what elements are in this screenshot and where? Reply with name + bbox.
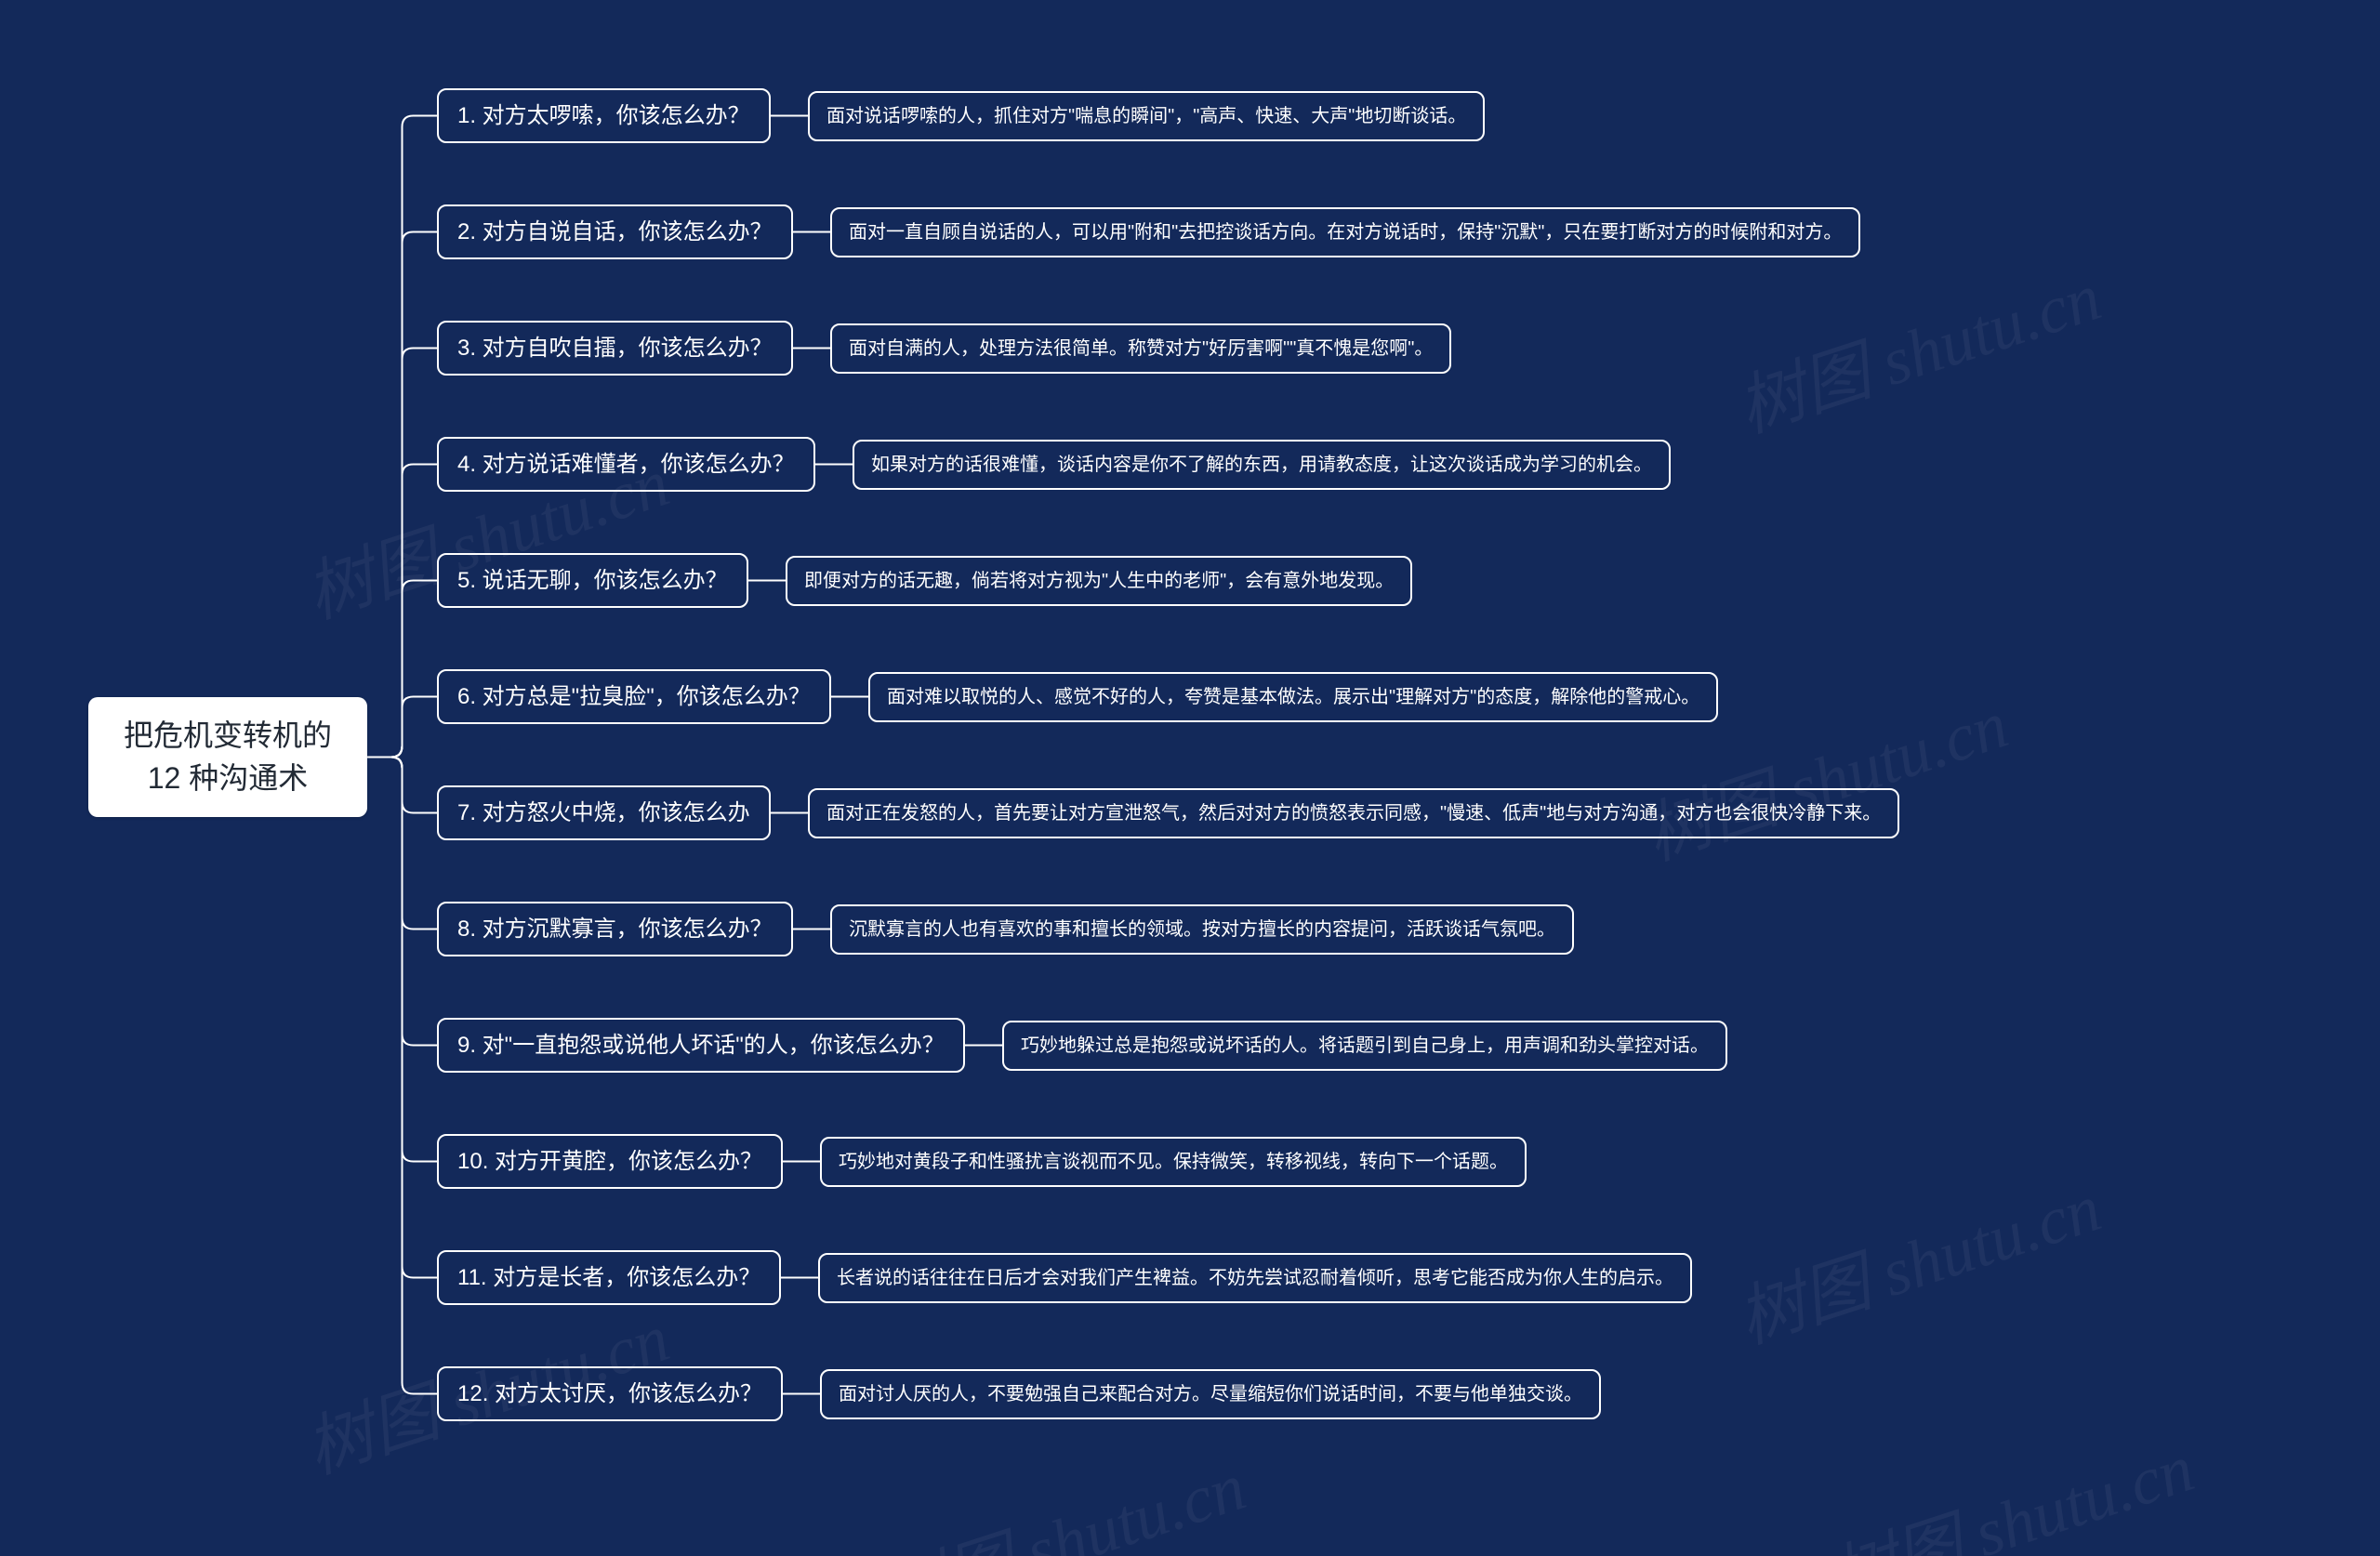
root-node: 把危机变转机的 12 种沟通术 bbox=[88, 697, 367, 817]
watermark-2: 树图 shutu.cn bbox=[1724, 242, 2111, 451]
branch-node-10: 10. 对方开黄腔，你该怎么办？ bbox=[437, 1134, 783, 1189]
connector-root-branch-4 bbox=[367, 465, 437, 758]
leaf-node-6: 面对难以取悦的人、感觉不好的人，夸赞是基本做法。展示出"理解对方"的态度，解除他… bbox=[868, 672, 1718, 722]
leaf-node-12: 面对讨人厌的人，不要勉强自己来配合对方。尽量缩短你们说话时间，不要与他单独交谈。 bbox=[820, 1369, 1601, 1419]
branch-node-5: 5. 说话无聊，你该怎么办？ bbox=[437, 553, 748, 608]
leaf-node-9: 巧妙地躲过总是抱怨或说坏话的人。将话题引到自己身上，用声调和劲头掌控对话。 bbox=[1002, 1021, 1727, 1071]
branch-node-2: 2. 对方自说自话，你该怎么办？ bbox=[437, 204, 793, 259]
connector-root-branch-5 bbox=[367, 581, 437, 758]
watermark-7: 树图 shutu.cn bbox=[1817, 1413, 2204, 1556]
connector-root-branch-9 bbox=[367, 758, 437, 1046]
branch-node-3: 3. 对方自吹自擂，你该怎么办？ bbox=[437, 321, 793, 376]
watermark-5: 树图 shutu.cn bbox=[868, 1431, 1256, 1556]
branch-node-12: 12. 对方太讨厌，你该怎么办？ bbox=[437, 1366, 783, 1421]
leaf-node-5: 即便对方的话无趣，倘若将对方视为"人生中的老师"，会有意外地发现。 bbox=[786, 556, 1412, 606]
connector-root-branch-12 bbox=[367, 758, 437, 1394]
leaf-node-4: 如果对方的话很难懂，谈话内容是你不了解的东西，用请教态度，让这次谈话成为学习的机… bbox=[853, 440, 1671, 490]
branch-node-1: 1. 对方太啰嗦，你该怎么办？ bbox=[437, 88, 771, 143]
connector-root-branch-10 bbox=[367, 758, 437, 1162]
branch-node-8: 8. 对方沉默寡言，你该怎么办？ bbox=[437, 902, 793, 956]
root-label-line1: 把危机变转机的 bbox=[124, 719, 332, 752]
leaf-node-8: 沉默寡言的人也有喜欢的事和擅长的领域。按对方擅长的内容提问，活跃谈话气氛吧。 bbox=[830, 904, 1574, 955]
connector-root-branch-2 bbox=[367, 232, 437, 758]
leaf-node-11: 长者说的话往往在日后才会对我们产生裨益。不妨先尝试忍耐着倾听，思考它能否成为你人… bbox=[818, 1253, 1692, 1303]
branch-node-7: 7. 对方怒火中烧，你该怎么办 bbox=[437, 785, 771, 840]
branch-node-9: 9. 对"一直抱怨或说他人坏话"的人，你该怎么办？ bbox=[437, 1018, 965, 1073]
branch-node-6: 6. 对方总是"拉臭脸"，你该怎么办？ bbox=[437, 669, 831, 724]
leaf-node-10: 巧妙地对黄段子和性骚扰言谈视而不见。保持微笑，转移视线，转向下一个话题。 bbox=[820, 1137, 1527, 1187]
leaf-node-3: 面对自满的人，处理方法很简单。称赞对方"好厉害啊""真不愧是您啊"。 bbox=[830, 323, 1451, 374]
branch-node-11: 11. 对方是长者，你该怎么办？ bbox=[437, 1250, 781, 1305]
leaf-node-1: 面对说话啰嗦的人，抓住对方"喘息的瞬间"，"高声、快速、大声"地切断谈话。 bbox=[808, 91, 1485, 141]
branch-node-4: 4. 对方说话难懂者，你该怎么办？ bbox=[437, 437, 815, 492]
connector-root-branch-7 bbox=[367, 758, 437, 813]
leaf-node-2: 面对一直自顾自说话的人，可以用"附和"去把控谈话方向。在对方说话时，保持"沉默"… bbox=[830, 207, 1860, 257]
connector-root-branch-6 bbox=[367, 697, 437, 758]
leaf-node-7: 面对正在发怒的人，首先要让对方宣泄怒气，然后对对方的愤怒表示同感，"慢速、低声"… bbox=[808, 788, 1899, 838]
connector-root-branch-11 bbox=[367, 758, 437, 1278]
connector-root-branch-3 bbox=[367, 349, 437, 758]
connector-root-branch-8 bbox=[367, 758, 437, 930]
root-label-line2: 12 种沟通术 bbox=[148, 761, 309, 795]
watermark-6: 树图 shutu.cn bbox=[1724, 1153, 2111, 1362]
connector-root-branch-1 bbox=[367, 116, 437, 758]
